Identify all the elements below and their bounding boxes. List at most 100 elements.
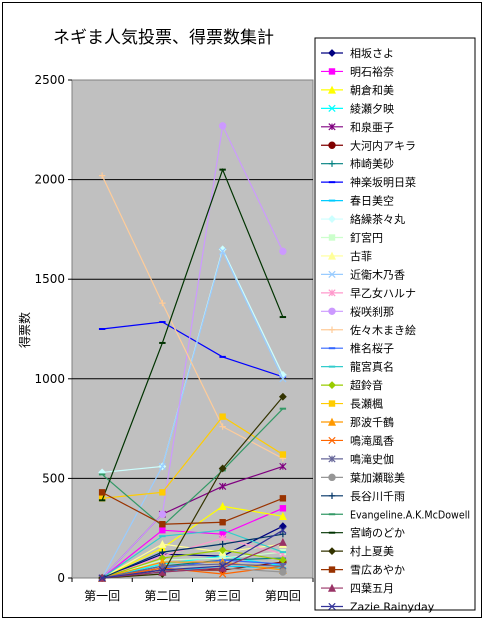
series-28 bbox=[98, 489, 287, 528]
legend-marker bbox=[327, 417, 337, 426]
legend-marker bbox=[328, 400, 336, 407]
legend-entry: 鳴滝史伽 bbox=[321, 452, 394, 466]
legend-marker bbox=[328, 270, 336, 279]
y-tick-label: 2500 bbox=[34, 73, 65, 87]
series-line bbox=[101, 249, 284, 579]
series-line bbox=[101, 505, 283, 579]
data-point bbox=[219, 247, 227, 255]
legend-label: 那波千鶴 bbox=[350, 415, 394, 429]
legend-label: Evangeline.A.K.McDowell bbox=[350, 508, 470, 521]
legend-entry: 椎名桜子 bbox=[321, 341, 394, 355]
legend-entry: 那波千鶴 bbox=[321, 415, 394, 429]
data-point bbox=[159, 521, 166, 528]
legend-marker bbox=[328, 123, 336, 131]
legend-label: 近衛木乃香 bbox=[350, 268, 405, 281]
data-point bbox=[279, 495, 287, 502]
series-15 bbox=[98, 172, 287, 462]
chart-frame: ネギま人気投票、得票数集計 0 500 1000 1500 2000 2500 第一回 第二… bbox=[2, 2, 482, 618]
data-point bbox=[279, 526, 287, 534]
series-line bbox=[101, 408, 284, 528]
y-tick-label: 0 bbox=[57, 571, 65, 585]
legend-entry: 超鈴音 bbox=[321, 378, 383, 392]
x-tick-label: 第四回 bbox=[265, 589, 301, 603]
legend-marker bbox=[327, 85, 337, 94]
legend-label: 綾瀬夕映 bbox=[350, 101, 394, 115]
series-line bbox=[102, 396, 284, 579]
series-line bbox=[101, 555, 283, 579]
data-point bbox=[219, 423, 226, 430]
legend-marker bbox=[328, 104, 336, 112]
series-line bbox=[101, 175, 284, 460]
x-axis: 第一回 第二回 第三回 第四回 bbox=[71, 578, 314, 603]
data-point bbox=[219, 570, 227, 578]
data-point bbox=[219, 413, 226, 420]
data-point bbox=[159, 548, 166, 556]
legend-label: Zazie Rainyday bbox=[350, 601, 435, 614]
legend-entry: 相坂さよ bbox=[321, 47, 394, 60]
legend-marker bbox=[328, 455, 336, 463]
legend-marker bbox=[328, 234, 336, 241]
legend-entry: 龍宮真名 bbox=[321, 360, 394, 374]
legend-marker bbox=[328, 326, 336, 333]
legend-entry: 葉加瀬聡美 bbox=[321, 470, 405, 484]
legend-marker bbox=[328, 436, 336, 445]
legend-label: 雪広あやか bbox=[350, 564, 405, 577]
data-point bbox=[279, 530, 287, 538]
plot-area bbox=[71, 79, 314, 579]
legend-marker bbox=[328, 141, 336, 149]
data-point bbox=[218, 546, 227, 555]
data-point bbox=[158, 566, 166, 574]
legend-entries: 相坂さよ明石裕奈朝倉和美綾瀬夕映和泉亜子大河内アキラ柿崎美砂神楽坂明日菜春日美空… bbox=[321, 47, 470, 614]
legend-entry: 宮崎のどか bbox=[321, 526, 405, 540]
series-30 bbox=[98, 526, 287, 582]
y-tick-label: 2000 bbox=[34, 173, 65, 187]
legend-label: 早乙女ハルナ bbox=[350, 286, 416, 300]
series-line bbox=[101, 123, 284, 579]
legend-marker bbox=[328, 473, 336, 482]
series-line bbox=[101, 533, 283, 579]
y-axis-label: 得票数 bbox=[17, 312, 32, 348]
legend-label: 葉加瀬聡美 bbox=[350, 470, 405, 484]
legend-entry: 綾瀬夕映 bbox=[321, 101, 394, 115]
legend-label: 佐々木まき絵 bbox=[350, 323, 416, 337]
data-point bbox=[278, 392, 287, 401]
series-line bbox=[101, 507, 284, 579]
data-point bbox=[219, 534, 227, 542]
line-chart: ネギま人気投票、得票数集計 0 500 1000 1500 2000 2500 第一回 第二… bbox=[17, 28, 476, 614]
legend-label: 椎名桜子 bbox=[350, 341, 394, 355]
data-point bbox=[278, 537, 287, 546]
legend-marker bbox=[328, 68, 336, 75]
data-point bbox=[219, 562, 227, 570]
data-point bbox=[158, 462, 166, 471]
legend-entry: 春日美空 bbox=[321, 194, 394, 208]
data-point bbox=[279, 562, 287, 570]
legend-entry: 早乙女ハルナ bbox=[321, 286, 416, 300]
legend-label: 四葉五月 bbox=[350, 581, 394, 595]
legend-entry: 村上夏美 bbox=[321, 544, 394, 558]
data-point bbox=[219, 519, 226, 526]
data-point bbox=[278, 511, 287, 520]
series-line bbox=[101, 491, 284, 525]
data-point bbox=[158, 539, 167, 548]
legend-label: 長瀬楓 bbox=[350, 397, 383, 411]
legend-label: 明石裕奈 bbox=[350, 64, 394, 78]
legend-entry: 桜咲刹那 bbox=[321, 304, 394, 318]
legend-label: 長谷川千雨 bbox=[350, 490, 405, 503]
legend-label: 鳴滝風香 bbox=[350, 433, 394, 447]
legend-entry: 和泉亜子 bbox=[321, 120, 394, 134]
legend-label: 春日美空 bbox=[350, 194, 394, 208]
gridlines bbox=[72, 179, 313, 479]
data-point bbox=[219, 540, 226, 548]
legend-label: 古菲 bbox=[350, 250, 372, 263]
legend-label: 絡繰茶々丸 bbox=[350, 212, 405, 226]
legend-label: 超鈴音 bbox=[350, 378, 383, 392]
data-point bbox=[279, 375, 287, 383]
data-point bbox=[158, 510, 167, 518]
legend-label: 鳴滝史伽 bbox=[350, 452, 394, 466]
legend-marker bbox=[327, 583, 337, 592]
data-point bbox=[279, 462, 287, 471]
data-point bbox=[159, 526, 166, 534]
legend-label: 和泉亜子 bbox=[350, 120, 394, 134]
legend-label: 村上夏美 bbox=[350, 544, 394, 558]
legend-label: 柿崎美砂 bbox=[350, 157, 394, 171]
